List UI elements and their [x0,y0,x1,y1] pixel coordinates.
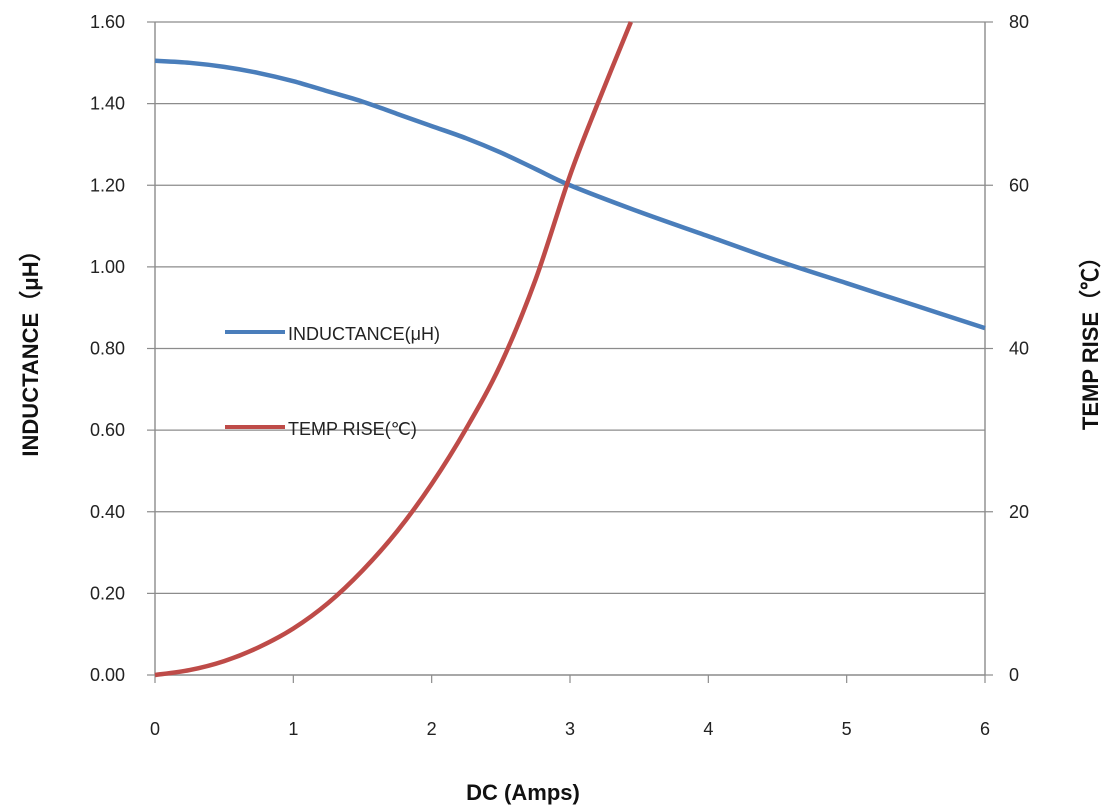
y-left-tick-label: 0.80 [90,339,125,359]
y-right-tick-labels: 0 20 40 60 80 [1009,12,1029,685]
y-left-tick-label: 1.20 [90,175,125,195]
x-tick-label: 3 [565,719,575,739]
y-right-axis-title: TEMP RISE（℃） [1078,246,1103,430]
y-left-tick-label: 1.40 [90,94,125,114]
y-right-tick-label: 40 [1009,339,1029,359]
gridlines [155,21,985,594]
series-lines [154,21,986,678]
x-tick-label: 4 [703,719,713,739]
axes [147,21,993,683]
y-left-tick-labels: 0.00 0.20 0.40 0.60 0.80 1.00 1.20 1.40 1.60 [90,12,125,685]
y-left-tick-label: 0.20 [90,583,125,603]
y-left-tick-label: 1.60 [90,12,125,32]
y-right-tick-label: 0 [1009,665,1019,685]
x-tick-label: 1 [288,719,298,739]
y-left-axis-title: INDUCTANCE（μH） [18,239,43,456]
x-tick-label: 5 [842,719,852,739]
y-right-tick-label: 60 [1009,175,1029,195]
legend-label-inductance: INDUCTANCE(μH) [288,324,440,344]
y-left-tick-label: 0.40 [90,502,125,522]
series-line-temp-rise [154,21,633,678]
legend-label-temp-rise: TEMP RISE(℃) [288,419,417,439]
y-left-tick-label: 0.00 [90,665,125,685]
series-line-inductance [154,58,986,331]
x-axis-title: DC (Amps) [466,780,580,805]
x-tick-labels: 0 1 2 3 4 5 6 [150,719,990,739]
y-right-tick-label: 80 [1009,12,1029,32]
x-tick-label: 2 [427,719,437,739]
y-right-tick-label: 20 [1009,502,1029,522]
legend: INDUCTANCE(μH) TEMP RISE(℃) [225,324,440,439]
y-left-tick-label: 0.60 [90,420,125,440]
x-tick-label: 0 [150,719,160,739]
y-left-tick-label: 1.00 [90,257,125,277]
x-tick-label: 6 [980,719,990,739]
